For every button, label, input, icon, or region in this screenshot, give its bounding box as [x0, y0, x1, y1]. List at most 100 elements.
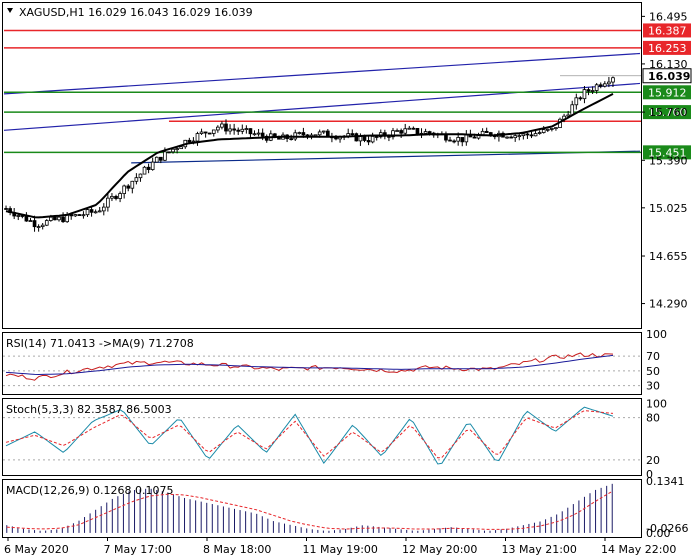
- candle-body: [366, 140, 371, 143]
- stoch-tick-label-3: 0: [646, 468, 653, 481]
- candle-body: [586, 89, 591, 92]
- candle-body: [97, 210, 102, 213]
- collapse-arrow-icon[interactable]: [7, 8, 13, 13]
- stoch-panel: [2, 398, 642, 476]
- candle-body: [574, 97, 579, 106]
- trend-line-1: [3, 82, 641, 131]
- stoch-series-1: [5, 410, 614, 459]
- macd-signal-line: [6, 490, 613, 530]
- candle-body: [89, 209, 94, 213]
- candle-body: [207, 132, 212, 135]
- candle-body: [154, 156, 159, 163]
- candle-body: [195, 133, 200, 142]
- candle-body: [505, 136, 509, 139]
- candle-body: [4, 208, 8, 210]
- candle-body: [57, 216, 61, 221]
- title-group: XAGUSD,H1 16.029 16.043 16.029 16.039: [7, 6, 253, 19]
- candle-body: [81, 214, 86, 217]
- candle-body: [427, 131, 432, 134]
- level-label-bg-0: [643, 23, 691, 38]
- candle-body: [578, 97, 583, 100]
- candle-body: [513, 135, 518, 139]
- candle-body: [423, 131, 428, 134]
- rsi-title: RSI(14) 71.0413 ->MA(9) 71.2708: [6, 337, 194, 350]
- candle-body: [175, 148, 179, 151]
- candle-body: [114, 195, 118, 199]
- level-label-0: 16.387: [648, 24, 687, 37]
- time-tick-label-5: 13 May 21:00: [502, 543, 577, 556]
- candle-body: [179, 146, 184, 150]
- candle-body: [220, 123, 224, 128]
- macd-panel: [2, 479, 642, 538]
- macd-tick-label-1: 0.00: [646, 527, 671, 540]
- moving-average-line: [5, 93, 614, 219]
- candle-body: [199, 131, 204, 134]
- candle-body: [232, 128, 236, 131]
- candle-body: [354, 133, 359, 142]
- price-tick-label-1: 16.130: [649, 58, 688, 71]
- rsi-tick-label-3: 30: [646, 380, 660, 393]
- stoch-layer: [3, 406, 641, 465]
- candle-body: [110, 195, 114, 199]
- candle-body: [49, 216, 53, 221]
- candle-body: [101, 206, 106, 212]
- candle-body: [289, 138, 293, 141]
- candle-body: [403, 128, 408, 134]
- candle-body: [44, 220, 49, 226]
- trend-line-2: [131, 150, 641, 164]
- candle-body: [452, 140, 456, 143]
- candle-body: [391, 130, 395, 138]
- rsi-series-1: [5, 354, 614, 376]
- candle-body: [533, 133, 538, 137]
- level-label-bg-3: [643, 105, 691, 120]
- time-tick-label-2: 8 May 18:00: [203, 543, 271, 556]
- candle-body: [456, 137, 461, 142]
- candle-body: [73, 214, 78, 217]
- time-tick-label-3: 11 May 19:00: [303, 543, 378, 556]
- level-label-bg-2: [643, 85, 691, 100]
- candle-body: [321, 130, 326, 133]
- candle-body: [529, 134, 534, 137]
- level-label-3: 15.760: [648, 106, 687, 119]
- candle-body: [203, 131, 208, 134]
- price-tick-label-2: 15.760: [649, 106, 688, 119]
- candle-body: [334, 137, 338, 140]
- candle-body: [163, 151, 167, 161]
- candle-body: [228, 128, 232, 132]
- candle-body: [464, 134, 469, 143]
- candle-body: [171, 148, 175, 153]
- candle-body: [167, 151, 171, 154]
- price-tick-label-5: 14.655: [649, 250, 688, 263]
- candle-body: [240, 128, 245, 132]
- current-price-box: [642, 68, 692, 84]
- candle-body: [53, 216, 57, 221]
- rsi-tick-label-0: 100: [646, 328, 667, 341]
- rsi-panel: [2, 332, 642, 395]
- candle-body: [590, 90, 595, 92]
- time-tick-label-0: 6 May 2020: [4, 543, 69, 556]
- stoch-tick-label-2: 20: [646, 454, 660, 467]
- candle-body: [77, 214, 82, 216]
- candle-body: [256, 132, 261, 135]
- candle-body: [40, 224, 45, 227]
- rsi-tick-label-2: 50: [646, 365, 660, 378]
- macd-layer: [6, 483, 613, 533]
- stoch-tick-label-1: 80: [646, 412, 660, 425]
- candle-body: [374, 136, 379, 138]
- rsi-tick-label-1: 70: [646, 350, 660, 363]
- candle-body: [211, 129, 216, 134]
- price-panel: [2, 2, 642, 329]
- candle-body: [126, 185, 131, 189]
- candle-body: [134, 177, 139, 182]
- stoch-tick-label-0: 100: [646, 398, 667, 411]
- candle-body: [399, 130, 403, 134]
- candle-body: [106, 197, 110, 208]
- candle-body: [484, 130, 489, 133]
- candle-body: [362, 136, 367, 141]
- candle-body: [317, 131, 322, 136]
- candle-body: [566, 114, 570, 117]
- macd-tick-label-0: 0.1341: [646, 475, 685, 488]
- candle-body: [138, 173, 143, 179]
- candle-body: [358, 136, 363, 142]
